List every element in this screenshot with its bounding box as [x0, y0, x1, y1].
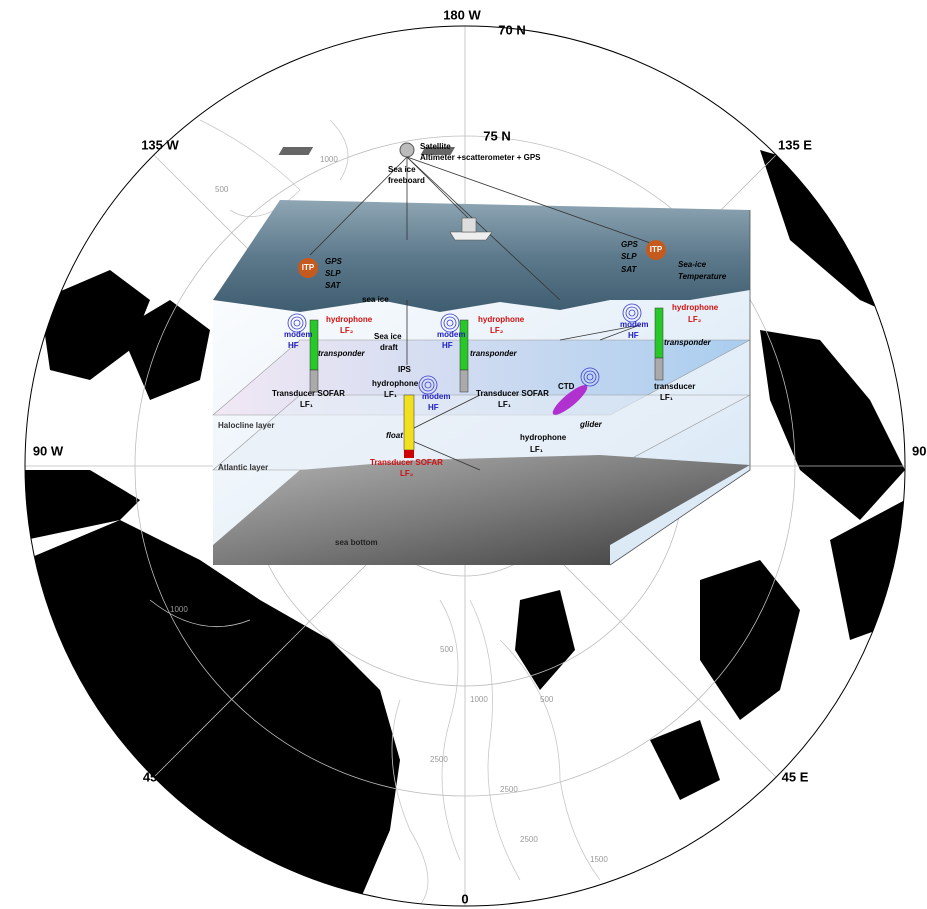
diagram-label: transponder: [470, 349, 518, 358]
diagram-label: draft: [380, 343, 398, 352]
satellite: [278, 142, 456, 158]
link-lines: [309, 156, 657, 471]
diagram-label: float: [386, 431, 403, 440]
box-edge: [609, 210, 751, 566]
parallel-label: 75 N: [483, 128, 510, 143]
ship: [449, 217, 493, 241]
diagram-label: transducer: [654, 382, 695, 391]
contour-label: 500: [440, 645, 454, 654]
diagram-label: HF: [428, 403, 439, 412]
diagram-label: Atlantic layer: [218, 463, 268, 472]
meridian-label: 135 W: [141, 137, 179, 152]
diagram-label: Sea ice: [388, 165, 416, 174]
contour-label: 1500: [590, 855, 608, 864]
meridian-label: 45 W: [143, 769, 174, 784]
contour-label: 1000: [470, 695, 488, 704]
diagram-label: Temperature: [678, 272, 727, 281]
diagram-label: modem: [422, 392, 450, 401]
diagram-label: sea bottom: [335, 538, 378, 547]
meridian-label: 135 E: [778, 137, 812, 152]
diagram-label: HF: [442, 341, 453, 350]
diagram-label: hydrophone: [326, 315, 373, 324]
map-border: [24, 25, 906, 907]
diagram-label: ITP: [650, 245, 663, 254]
meridian-label: 45 E: [782, 769, 809, 784]
contour-label: 1000: [170, 605, 188, 614]
diagram-label: SLP: [621, 252, 637, 261]
meridian-label: 90 W: [33, 443, 64, 458]
diagram-label: GPS: [621, 240, 639, 249]
diagram-label: transponder: [318, 349, 366, 358]
diagram-label: modem: [620, 320, 648, 329]
diagram-label: glider: [579, 420, 603, 429]
modem-rings: [287, 303, 642, 395]
diagram-label: hydrophone: [478, 315, 525, 324]
diagram-label: Sea ice: [374, 332, 402, 341]
meridian-label: 90 E: [912, 443, 927, 458]
diagram-label: CTD: [558, 382, 575, 391]
diagram-label: hydrophone: [372, 379, 419, 388]
contour-label: 500: [540, 695, 554, 704]
diagram-label: LF₂: [688, 315, 702, 324]
ocean-observing-diagram: Sea ice freeboard Satellite Altimeter +scat…: [212, 142, 751, 566]
diagram-label: HF: [628, 331, 639, 340]
contour-label: 1000: [320, 155, 338, 164]
itp-buoy: [646, 240, 666, 260]
diagram-label: Satellite: [420, 142, 451, 151]
solar-panel: [420, 147, 456, 155]
parallel-label: 70 N: [498, 22, 525, 37]
diagram-label: LF₁: [660, 393, 674, 402]
diagram-label: LF₁: [300, 400, 314, 409]
diagram-label: GPS: [325, 257, 343, 266]
solar-panel: [278, 147, 314, 155]
diagram-label: modem: [437, 330, 465, 339]
moorings: [309, 307, 664, 458]
diagram-label: SAT: [325, 281, 342, 290]
diagram-label: LF₂: [340, 326, 354, 335]
diagram-label: modem: [284, 330, 312, 339]
diagram-label: sea ice: [362, 295, 389, 304]
diagram-label: Transducer SOFAR: [370, 458, 443, 467]
diagram-label: ITP: [302, 263, 315, 272]
sea-floor: [213, 455, 750, 565]
diagram-label: Halocline layer: [218, 421, 274, 430]
diagram-label: SLP: [325, 269, 341, 278]
diagram-label: LF₁: [498, 400, 512, 409]
diagram-label: hydrophone: [520, 433, 567, 442]
diagram-label: Sea-ice: [678, 260, 707, 269]
diagram-label: LF₁: [530, 445, 544, 454]
sea-ice-slab: [213, 200, 750, 312]
meridian-label: 0: [461, 891, 468, 906]
diagram-label: freeboard: [388, 176, 425, 185]
diagram-label: HF: [288, 341, 299, 350]
diagram-label: LF₁: [384, 390, 398, 399]
diagram-label: Transducer SOFAR: [476, 389, 549, 398]
diagram-label: hydrophone: [672, 303, 719, 312]
contour-label: 500: [215, 185, 229, 194]
diagram-label: LF₂: [400, 469, 414, 478]
diagram-label: Altimeter +scatterometer + GPS: [420, 153, 541, 162]
contour-label: 2500: [500, 785, 518, 794]
itp-buoy: [298, 258, 318, 278]
bathymetry-contours: [149, 119, 601, 906]
meridian-label: 180 W: [443, 7, 481, 22]
diagram-label: IPS: [398, 365, 412, 374]
diagram-label: SAT: [621, 265, 638, 274]
contour-label: 2500: [520, 835, 538, 844]
contour-label: 2500: [430, 755, 448, 764]
diagram-label: transponder: [664, 338, 712, 347]
satellite-body: [399, 142, 415, 158]
diagram-label: LF₂: [490, 326, 504, 335]
diagram-label: Transducer SOFAR: [272, 389, 345, 398]
